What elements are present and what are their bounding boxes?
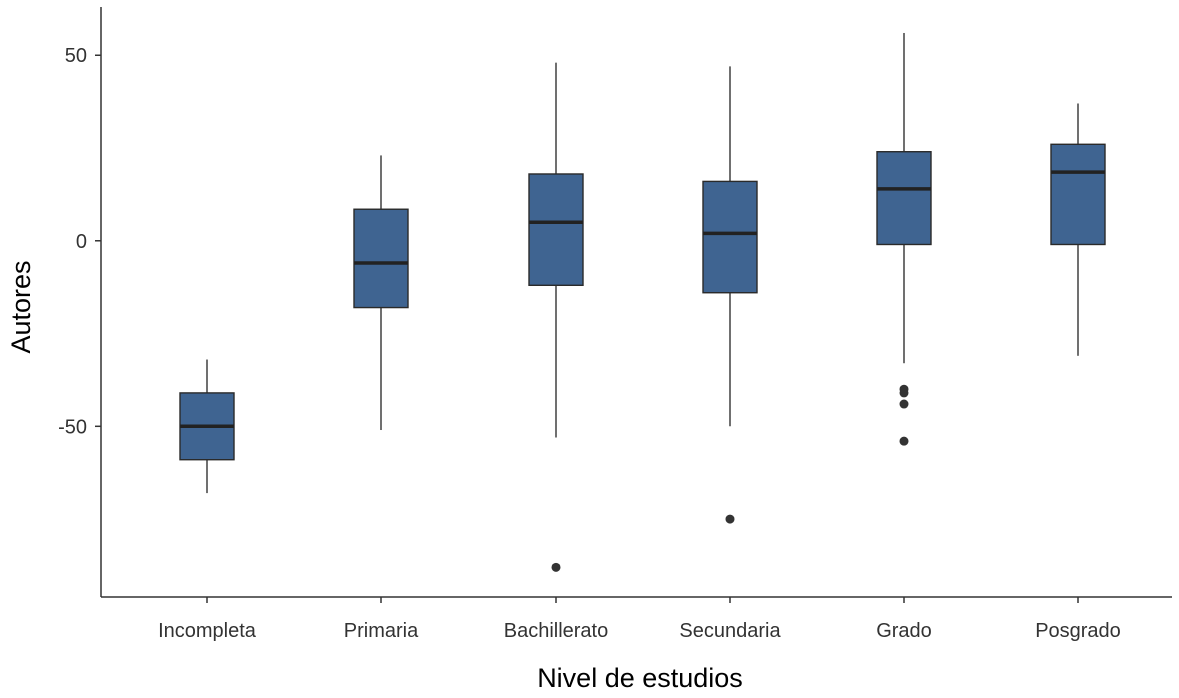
box-group — [353, 155, 409, 431]
outlier-point — [899, 436, 909, 446]
outlier-point — [899, 399, 909, 409]
box — [1050, 143, 1106, 246]
box — [876, 151, 932, 246]
x-tick-label: Incompleta — [158, 620, 257, 642]
plot-area — [179, 32, 1106, 572]
x-tick-label: Bachillerato — [504, 620, 609, 642]
outlier-point — [899, 388, 909, 398]
y-axis: 50 0 -50 — [58, 7, 102, 597]
box — [702, 180, 758, 294]
box-group — [528, 62, 584, 572]
box-group — [179, 359, 235, 494]
box — [353, 208, 409, 309]
box — [528, 173, 584, 287]
x-tick-label: Posgrado — [1035, 620, 1121, 642]
y-tick-label: -50 — [58, 416, 87, 438]
outlier-point — [551, 562, 561, 572]
x-tick-label: Secundaria — [679, 620, 781, 642]
y-tick-label: 50 — [65, 45, 87, 67]
x-axis: Incompleta Primaria Bachillerato Secundaria… — [101, 596, 1172, 642]
box-group — [1050, 103, 1106, 356]
box-group — [876, 32, 932, 446]
box-group — [702, 66, 758, 524]
outlier-point — [725, 514, 735, 524]
y-axis-title: Autores — [6, 260, 36, 353]
x-tick-label: Primaria — [344, 620, 419, 642]
y-tick-label: 0 — [76, 231, 87, 253]
x-tick-label: Grado — [876, 620, 932, 642]
x-axis-title: Nivel de estudios — [537, 663, 743, 693]
